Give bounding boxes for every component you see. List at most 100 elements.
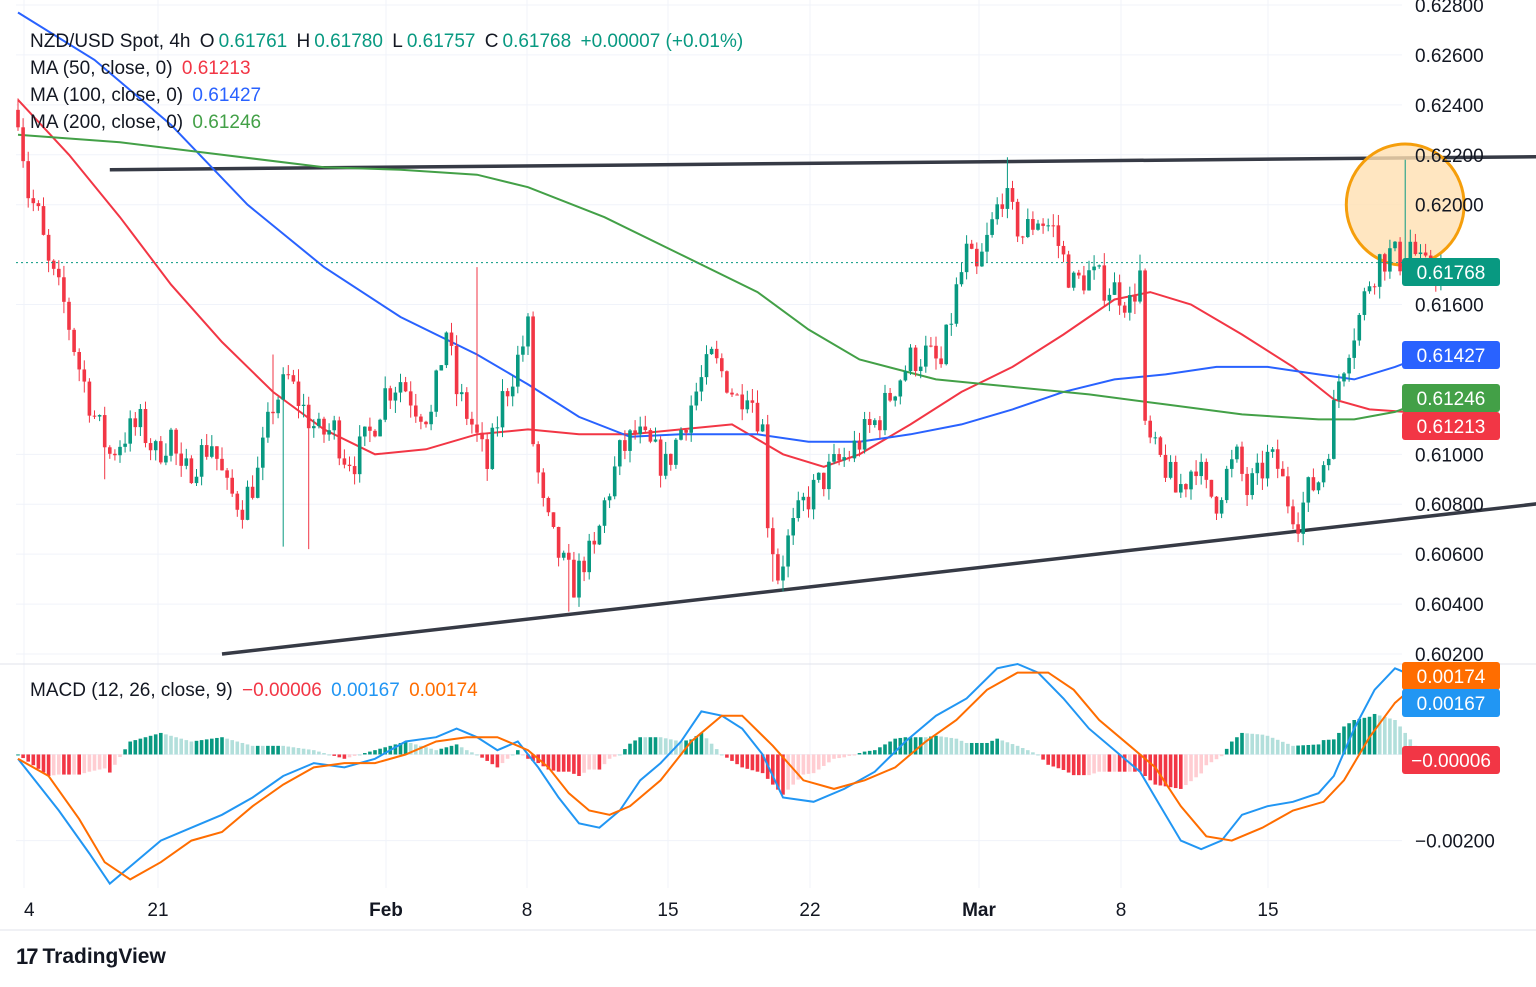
candle-body [393,392,398,401]
candle-body [235,493,240,510]
candle-body [597,525,602,545]
candle-body [526,316,530,347]
price-tag [1402,341,1500,369]
macd-histogram-bar [669,739,673,755]
ma200-value: 0.61246 [192,112,262,133]
price-tag [1402,384,1500,412]
macd-histogram-bar [577,754,581,776]
price-axis[interactable]: 0.62800 0.62600 0.62400 0.62200 0.62000 0.616… [1415,0,1495,853]
macd-histogram-bar [1357,718,1362,755]
candle-body [1194,471,1198,477]
macd-histogram-bar [322,753,326,755]
macd-histogram-bar [1189,754,1193,782]
macd-histogram-bar [378,748,382,755]
candle-body [67,301,71,330]
macd-histogram-bar [281,745,285,755]
macd-histogram-bar [337,754,342,758]
candle-body [373,430,377,437]
candle-body [143,408,148,444]
macd-histogram-bar [1046,754,1050,765]
macd-histogram-bar [689,739,693,755]
candle-body [1372,286,1377,288]
candle-body [1240,446,1244,474]
time-tick-label: 8 [522,900,533,921]
candle-body [1255,462,1260,474]
candle-body [1209,479,1214,497]
candle-body [424,421,428,425]
macd-histogram-bar [735,754,739,765]
candle-body [531,316,535,445]
candle-body [720,358,724,372]
candle-body [918,366,923,372]
candle-body [266,411,270,438]
candle-body [867,419,872,426]
candle-body [857,440,862,450]
price-tick-label: 0.60800 [1415,495,1484,516]
ma100-row[interactable]: MA (100, close, 0) 0.61427 [30,82,747,109]
candle-body [1235,446,1239,460]
price-tag-label: 0.61427 [1417,346,1486,367]
candle-body [1077,272,1081,276]
candle-body [306,404,311,429]
macd-histogram-bar [618,754,622,756]
candle-body [199,445,204,477]
ma50-row[interactable]: MA (50, close, 0) 0.61213 [30,55,747,82]
ma100-label: MA (100, close, 0) [30,85,184,106]
candle-body [296,381,301,406]
macd-histogram-bar [760,754,765,774]
symbol-title[interactable]: NZD/USD Spot, 4h [30,31,191,52]
macd-histogram-bar [985,742,989,755]
candle-body [776,554,780,581]
ma200-row[interactable]: MA (200, close, 0) 0.61246 [30,109,747,136]
candle-body [189,458,194,484]
candle-body [301,404,306,406]
macd-histogram-bar [980,742,984,755]
macd-histogram-bar [939,736,943,755]
macd-histogram-bar [699,732,704,755]
change-value: +0.00007 (+0.01%) [580,31,744,52]
macd-value: 0.00167 [331,680,400,701]
macd-histogram-bar [556,754,561,772]
macd-histogram-bar [1005,742,1010,755]
candle-body [1148,420,1152,438]
candle-body [663,453,668,476]
candle-body [352,466,357,475]
macd-histogram-bar [347,754,352,758]
macd-histogram-bar [1179,754,1183,789]
price-tag [1402,662,1500,690]
close-label: C [484,31,499,52]
macd-histogram-bar [1020,748,1025,755]
candlesticks [16,98,1443,612]
candle-body [1092,266,1096,271]
candle-body [816,472,821,480]
macd-histogram-bar [602,754,607,765]
macd-histogram-bar [704,738,709,755]
price-tag-label: −0.00006 [1411,751,1491,772]
macd-histogram-bar [873,750,877,755]
candle-body [1250,473,1254,496]
candle-body [939,358,943,365]
candle-body [1031,219,1035,230]
candle-body [429,411,433,425]
macd-histogram-bar [1066,754,1071,773]
candle-body [745,400,750,410]
candle-body [735,394,739,396]
time-axis[interactable]: 4 21 Feb 8 15 22 Mar 8 15 [24,900,1279,921]
macd-histogram-bar [1148,754,1152,781]
macd-histogram-bar [1403,732,1407,755]
macd-histogram-bar [924,737,928,755]
macd-legend[interactable]: MACD (12, 26, close, 9) −0.00006 0.00167… [30,677,482,704]
macd-histogram-bar [113,754,117,765]
macd-histogram-bar [408,742,413,755]
candle-body [1352,340,1356,358]
candle-body [363,426,367,437]
tradingview-logo[interactable]: 17 TradingView [16,944,166,970]
candle-body [551,512,556,527]
macd-histogram-bar [1265,735,1270,755]
candle-body [1357,314,1362,341]
macd-histogram-bar [1138,754,1142,772]
candle-body [322,418,326,435]
candle-body [873,420,877,426]
